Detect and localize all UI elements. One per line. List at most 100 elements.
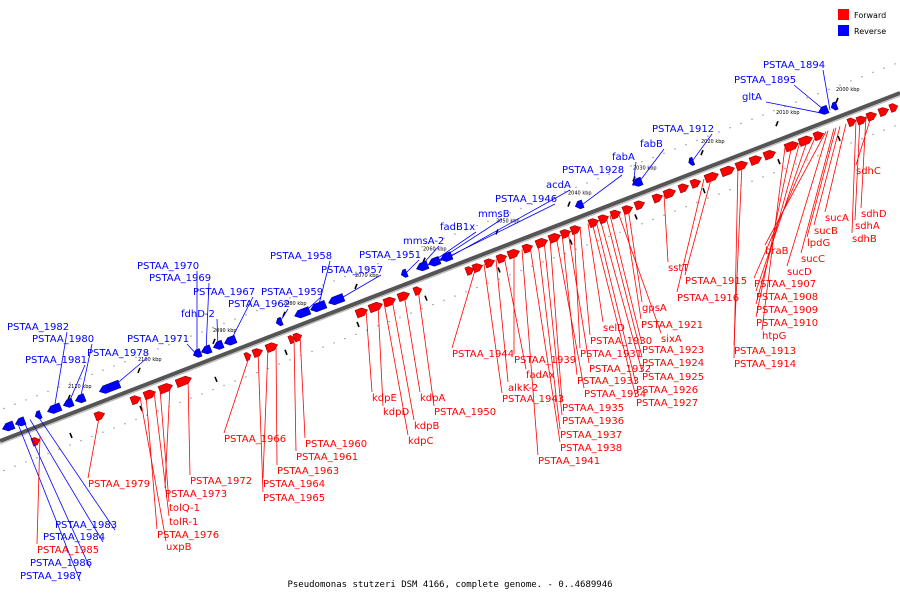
scale-dot — [377, 263, 379, 265]
gene-label: PSTAA_1924 — [642, 358, 704, 369]
gene-label: PSTAA_1894 — [763, 60, 825, 71]
scale-dot — [696, 139, 698, 142]
scale-dot — [135, 356, 137, 359]
scale-dot — [839, 84, 841, 86]
kbp-tick-mark — [356, 321, 360, 328]
scale-dot — [201, 331, 203, 333]
gene-label: PSTAA_1934 — [584, 389, 646, 400]
scale-dot — [894, 63, 896, 65]
label-leader-line — [549, 238, 563, 403]
gene-label: PSTAA_1895 — [734, 75, 796, 86]
scale-dot — [773, 110, 775, 112]
scale-dot — [212, 326, 214, 329]
gene-label: PSTAA_1960 — [305, 439, 367, 450]
scale-dot — [894, 125, 896, 127]
scale-dot — [597, 240, 599, 242]
label-leader-line — [806, 127, 837, 238]
gene-label: PSTAA_1961 — [296, 452, 358, 463]
scale-dot — [542, 199, 544, 201]
scale-dot — [872, 71, 874, 74]
label-leader-line — [755, 144, 793, 318]
gene-label: PSTAA_1933 — [577, 376, 639, 387]
gene-label: sdhD — [861, 209, 887, 220]
gene-label: PSTAA_1908 — [756, 292, 818, 303]
gene-label: PSTAA_1941 — [538, 456, 600, 467]
gene-label: PSTAA_1943 — [502, 394, 564, 405]
gene-arrow — [200, 344, 213, 355]
label-leader-line — [187, 378, 191, 476]
gene-arrow — [855, 115, 868, 126]
gene-label: PSTAA_1937 — [560, 430, 622, 441]
scale-dot — [355, 333, 357, 335]
label-leader-line — [383, 302, 409, 436]
gene-arrow — [662, 188, 676, 200]
scale-dot — [25, 461, 27, 463]
scale-dot — [102, 431, 104, 433]
scale-dot — [498, 278, 500, 280]
label-leader-line — [317, 260, 331, 309]
label-leader-line — [159, 389, 170, 503]
gene-arrow — [631, 176, 644, 187]
gene-label: PSTAA_1939 — [514, 355, 576, 366]
kbp-tick-mark — [634, 214, 638, 220]
scale-dot — [410, 312, 412, 314]
scale-dot — [718, 193, 720, 195]
scale-dot — [586, 244, 588, 246]
scale-dot — [91, 373, 93, 376]
label-leader-line — [377, 304, 384, 407]
label-leader-line — [636, 148, 665, 185]
gene-arrow — [400, 268, 409, 278]
scale-dot — [91, 435, 93, 438]
label-leader-line — [521, 249, 539, 456]
scale-dot — [432, 241, 434, 244]
gene-arrow — [677, 183, 690, 194]
scale-dot — [14, 465, 16, 467]
gene-arrow — [412, 286, 423, 296]
gene-arrow — [877, 107, 890, 118]
label-leader-line — [855, 113, 873, 166]
scale-dot — [806, 97, 808, 99]
label-leader-line — [301, 296, 322, 315]
label-leader-line — [439, 203, 556, 262]
gene-arrow — [559, 229, 572, 239]
gene-label: sdhC — [856, 166, 881, 177]
gene-arrow — [212, 339, 225, 350]
gene-arrow — [574, 199, 585, 210]
scale-dot — [564, 252, 566, 255]
gene-arrow — [534, 238, 548, 249]
scale-dot — [113, 427, 115, 429]
scale-dot — [619, 169, 621, 171]
gene-label: PSTAA_1910 — [756, 318, 818, 329]
gene-arrow — [506, 248, 520, 260]
scale-dot — [80, 440, 82, 442]
scale-dot — [652, 218, 654, 221]
gene-arrow — [830, 101, 839, 111]
gene-arrow — [98, 383, 111, 394]
gene-arrow — [396, 291, 410, 303]
gene-arrow — [748, 155, 762, 166]
gene-label: PSTAA_1970 — [137, 261, 199, 272]
gene-label: tolQ-1 — [169, 503, 200, 514]
gene-label: PSTAA_1962 — [228, 299, 290, 310]
scale-dot — [652, 156, 654, 159]
label-leader-line — [676, 178, 705, 293]
scale-dot — [630, 165, 632, 167]
scale-dot — [872, 133, 874, 136]
label-leader-line — [17, 423, 81, 582]
scale-dot — [696, 201, 698, 204]
gene-label: PSTAA_1928 — [562, 165, 624, 176]
scale-dot — [289, 359, 291, 361]
label-leader-line — [824, 123, 847, 213]
gene-label: PSTAA_1973 — [165, 489, 227, 500]
scale-dot — [124, 361, 126, 363]
gene-label: PSTAA_1923 — [642, 345, 704, 356]
scale-dot — [564, 190, 566, 193]
gene-label: PSTAA_1915 — [685, 276, 747, 287]
label-leader-line — [391, 299, 415, 421]
gene-label: kdpC — [408, 436, 433, 447]
scale-dot — [179, 339, 181, 342]
gene-label: PSTAA_1935 — [562, 403, 624, 414]
scale-dot — [256, 371, 258, 374]
scale-dot — [740, 122, 742, 125]
